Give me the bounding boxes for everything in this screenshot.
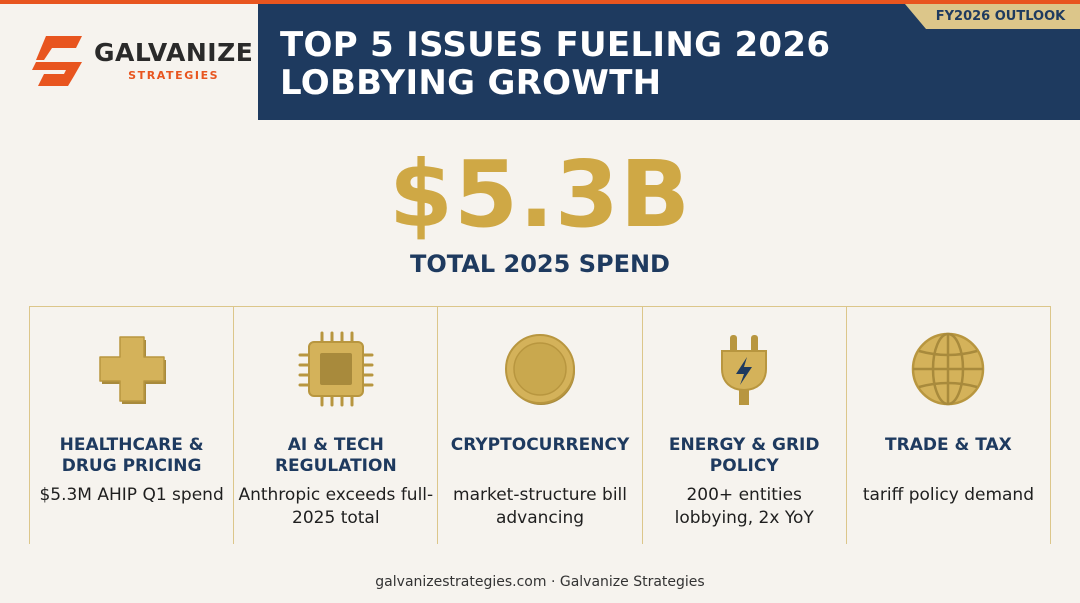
issue-card-crypto: CRYPTOCURRENCY market-structure bill adv… <box>437 306 642 544</box>
outlook-badge: FY2026 OUTLOOK <box>905 4 1080 29</box>
brand-subtitle: STRATEGIES <box>128 69 220 82</box>
brand-logo: GALVANIZE STRATEGIES <box>32 32 253 90</box>
issues-row: HEALTHCARE & DRUG PRICING $5.3M AHIP Q1 … <box>29 306 1052 544</box>
medical-cross-icon <box>98 336 166 404</box>
page-title: TOP 5 ISSUES FUELING 2026 LOBBYING GROWT… <box>280 25 831 103</box>
microchip-icon <box>298 331 374 407</box>
title-banner: TOP 5 ISSUES FUELING 2026 LOBBYING GROWT… <box>258 4 1080 120</box>
issue-title: AI & TECH REGULATION <box>274 435 397 476</box>
issue-card-trade: TRADE & TAX tariff policy demand <box>845 306 1052 544</box>
issue-description: tariff policy demand <box>862 485 1034 505</box>
globe-icon <box>912 332 985 406</box>
total-spend-label: TOTAL 2025 SPEND <box>410 250 670 278</box>
issue-card-energy: ENERGY & GRID POLICY 200+ entities lobby… <box>641 306 846 544</box>
issue-card-ai: AI & TECH REGULATION Anthropic exceeds f… <box>233 306 438 544</box>
issue-title: HEALTHCARE & DRUG PRICING <box>59 435 204 476</box>
issue-card-healthcare: HEALTHCARE & DRUG PRICING $5.3M AHIP Q1 … <box>29 306 234 544</box>
total-spend-value: $5.3B <box>388 141 692 248</box>
power-plug-icon <box>721 335 768 405</box>
coin-icon <box>505 334 575 405</box>
galvanize-logo-icon <box>32 36 82 86</box>
issue-description: Anthropic exceeds full-2025 total <box>238 485 434 528</box>
issue-title: TRADE & TAX <box>885 435 1012 455</box>
top-accent-stripe <box>0 0 1080 4</box>
issue-description: $5.3M AHIP Q1 spend <box>39 485 224 505</box>
issue-title: ENERGY & GRID POLICY <box>668 435 820 476</box>
issue-title: CRYPTOCURRENCY <box>450 435 630 455</box>
issue-description: 200+ entities lobbying, 2x YoY <box>674 485 814 528</box>
issue-description: market-structure bill advancing <box>453 485 627 528</box>
footer-credit: galvanizestrategies.com · Galvanize Stra… <box>375 574 705 590</box>
brand-name: GALVANIZE <box>94 38 254 67</box>
